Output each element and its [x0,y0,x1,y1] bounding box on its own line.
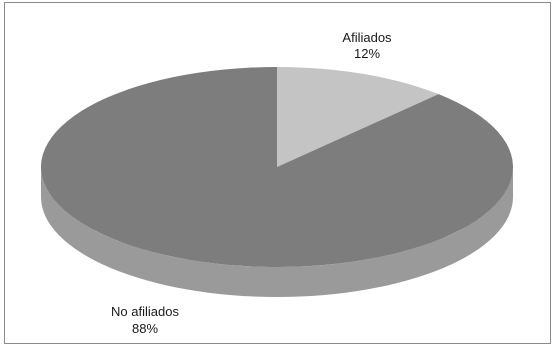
slice-label-afiliados: Afiliados 12% [342,30,392,61]
slice-label-percent: 12% [354,46,380,61]
pie-slices [41,67,514,267]
slice-label-name: Afiliados [342,30,392,45]
slice-side-no-afiliados [41,167,513,297]
chart-frame: Afiliados 12% No afiliados 88% [4,2,551,344]
pie-slice-afiliados [277,67,439,167]
pie-chart: Afiliados 12% No afiliados 88% [41,30,514,336]
slice-label-percent: 88% [132,321,158,336]
slice-label-no-afiliados: No afiliados 88% [111,304,179,336]
pie-slice-no-afiliados [41,67,514,267]
pie-sides [41,167,513,297]
slice-label-name: No afiliados [111,304,179,319]
